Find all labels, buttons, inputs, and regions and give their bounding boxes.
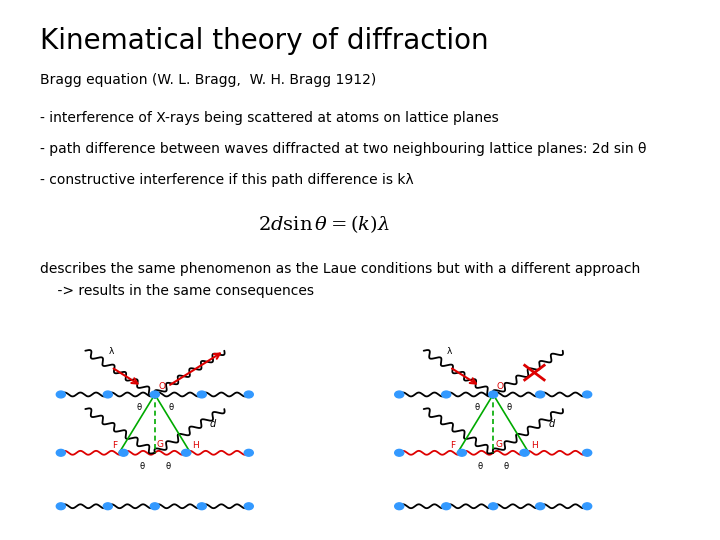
- Text: θ: θ: [503, 462, 509, 470]
- Circle shape: [582, 503, 592, 510]
- Circle shape: [150, 503, 159, 510]
- Text: F: F: [112, 441, 117, 450]
- Circle shape: [181, 449, 191, 456]
- Circle shape: [582, 391, 592, 398]
- Circle shape: [582, 449, 592, 456]
- Text: θ: θ: [168, 403, 174, 412]
- Text: describes the same phenomenon as the Laue conditions but with a different approa: describes the same phenomenon as the Lau…: [40, 262, 640, 276]
- Circle shape: [56, 503, 66, 510]
- Circle shape: [244, 503, 253, 510]
- Text: θ: θ: [165, 462, 171, 470]
- Circle shape: [395, 391, 404, 398]
- Circle shape: [395, 503, 404, 510]
- Text: - path difference between waves diffracted at two neighbouring lattice planes: 2: - path difference between waves diffract…: [40, 142, 646, 156]
- Text: d: d: [549, 418, 554, 429]
- Circle shape: [457, 449, 467, 456]
- Text: λ: λ: [447, 347, 452, 356]
- Text: θ: θ: [507, 403, 512, 412]
- Circle shape: [197, 391, 207, 398]
- Circle shape: [520, 449, 529, 456]
- Circle shape: [103, 391, 112, 398]
- Circle shape: [119, 449, 128, 456]
- Text: -> results in the same consequences: -> results in the same consequences: [40, 284, 314, 298]
- Text: θ: θ: [139, 462, 145, 470]
- Text: O: O: [158, 382, 165, 390]
- Text: Bragg equation (W. L. Bragg,  W. H. Bragg 1912): Bragg equation (W. L. Bragg, W. H. Bragg…: [40, 73, 376, 87]
- Text: $2d\sin\theta = (k)\lambda$: $2d\sin\theta = (k)\lambda$: [258, 213, 390, 235]
- Circle shape: [441, 503, 451, 510]
- Text: θ: θ: [477, 462, 483, 470]
- Circle shape: [489, 391, 498, 398]
- Text: G: G: [157, 440, 163, 449]
- Circle shape: [103, 503, 112, 510]
- Circle shape: [244, 391, 253, 398]
- Text: θ: θ: [136, 403, 141, 412]
- Circle shape: [244, 449, 253, 456]
- Circle shape: [536, 391, 545, 398]
- Text: θ: θ: [474, 403, 480, 412]
- Text: O: O: [497, 382, 503, 390]
- Text: - constructive interference if this path difference is kλ: - constructive interference if this path…: [40, 173, 413, 187]
- Text: Kinematical theory of diffraction: Kinematical theory of diffraction: [40, 27, 488, 55]
- Text: H: H: [192, 441, 199, 450]
- Text: H: H: [531, 441, 538, 450]
- Circle shape: [441, 391, 451, 398]
- Text: - interference of X-rays being scattered at atoms on lattice planes: - interference of X-rays being scattered…: [40, 111, 498, 125]
- Circle shape: [197, 503, 207, 510]
- Text: G: G: [495, 440, 502, 449]
- Circle shape: [536, 503, 545, 510]
- Text: λ: λ: [109, 347, 114, 356]
- Circle shape: [395, 449, 404, 456]
- Circle shape: [56, 391, 66, 398]
- Circle shape: [489, 503, 498, 510]
- Text: F: F: [451, 441, 456, 450]
- Circle shape: [56, 449, 66, 456]
- Text: d: d: [210, 418, 216, 429]
- Circle shape: [150, 391, 159, 398]
